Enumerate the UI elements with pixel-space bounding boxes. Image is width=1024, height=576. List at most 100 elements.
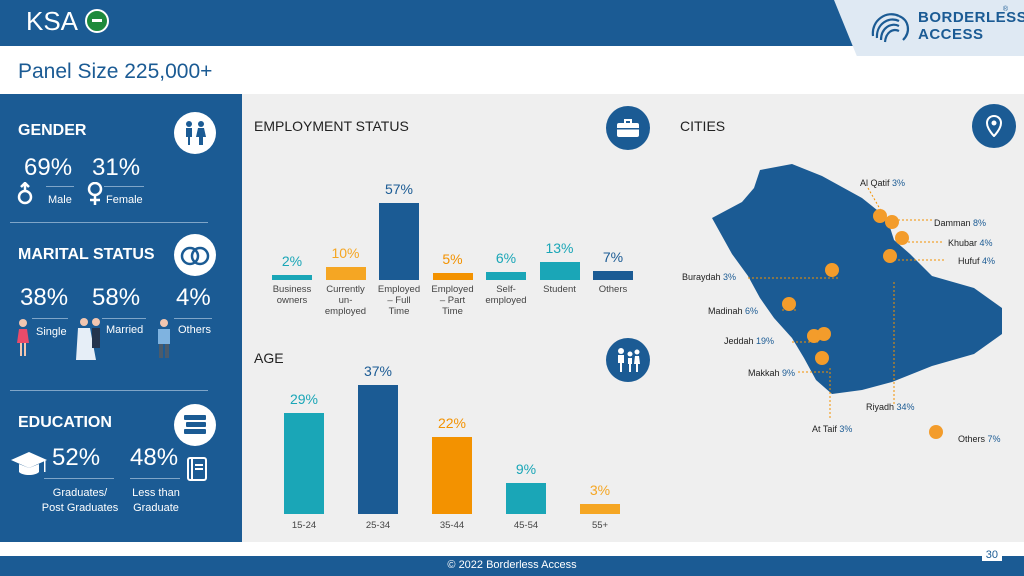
age-bar-value: 9% — [515, 460, 537, 477]
footer-bar: © 2022 Borderless Access — [0, 556, 1024, 576]
employment-category-label: Self-employed — [485, 284, 527, 306]
graduates-percent: 52% — [52, 444, 101, 471]
city-marker — [782, 297, 796, 311]
logo-text: BORDERLESS ACCESS — [918, 9, 1024, 43]
man-icon — [158, 319, 170, 358]
single-percent: 38% — [20, 284, 69, 311]
family-icon — [606, 338, 650, 382]
city-label: Makkah 9% — [748, 368, 796, 378]
less-than-graduate-percent: 48% — [130, 444, 179, 471]
city-label: Riyadh 34% — [866, 402, 915, 412]
age-category-label: 25-34 — [365, 520, 391, 531]
people-icon — [174, 112, 216, 154]
city-marker — [883, 249, 897, 263]
employment-category-label: Student — [543, 284, 576, 295]
married-label: Married — [106, 324, 144, 336]
employment-bar — [325, 266, 366, 280]
book-icon — [187, 457, 207, 481]
employment-bar — [486, 271, 526, 280]
female-percent: 31% — [92, 154, 141, 181]
married-percent: 58% — [92, 284, 141, 311]
age-bar — [358, 384, 398, 514]
single-label: Single — [36, 326, 67, 338]
age-category-label: 35-44 — [439, 520, 465, 531]
city-label: Al Qatif 3% — [860, 178, 906, 188]
employment-bar — [379, 203, 419, 280]
age-bar — [432, 437, 472, 514]
city-label: Damman 8% — [934, 218, 987, 228]
education-title: EDUCATION — [18, 414, 112, 431]
graduates-label: Graduates/Post Graduates — [41, 487, 119, 514]
city-marker — [885, 215, 899, 229]
age-bar-value: 3% — [589, 481, 611, 498]
rings-icon — [174, 234, 216, 276]
city-label: Buraydah 3% — [682, 272, 737, 282]
age-bar — [284, 412, 324, 514]
copyright-text: © 2022 Borderless Access — [447, 559, 577, 571]
employment-category-label: Business owners — [272, 284, 312, 306]
location-pin-icon — [972, 104, 1016, 148]
employment-bar — [432, 273, 473, 280]
female-label: Female — [106, 194, 143, 206]
charts-area: EMPLOYMENT STATUS 2% Business owners 10% Cur… — [242, 94, 1024, 542]
employment-category-label: Employed – Full Time — [377, 284, 421, 317]
city-label: Jeddah 19% — [724, 336, 775, 346]
employment-bar-value: 2% — [281, 253, 303, 269]
female-symbol-icon — [87, 182, 103, 205]
city-label: Others 7% — [958, 434, 1001, 444]
less-than-graduate-label: Less than Graduate — [132, 487, 180, 514]
employment-bar-value: 6% — [495, 249, 517, 266]
employment-bar — [539, 262, 580, 280]
male-symbol-icon — [17, 182, 33, 205]
employment-category-label: Employed – Part Time — [431, 284, 474, 317]
employment-bar-value: 5% — [442, 251, 463, 268]
marital-status-title: MARITAL STATUS — [18, 246, 155, 263]
employment-category-label: Currently un-employed — [324, 284, 367, 317]
city-marker — [929, 425, 943, 439]
employment-bar — [593, 270, 633, 280]
male-label: Male — [48, 194, 72, 206]
city-label: Hufuf 4% — [958, 256, 996, 266]
age-bar-value: 22% — [437, 415, 467, 431]
employment-bar-value: 7% — [602, 248, 624, 265]
demographics-panel: GENDER 69% 31% Male Female MARITAL STATU… — [0, 94, 242, 542]
employment-status-title: EMPLOYMENT STATUS — [254, 118, 409, 134]
city-label: Madinah 6% — [708, 306, 759, 316]
saudi-flag-icon — [85, 9, 109, 33]
age-category-label: 45-54 — [513, 520, 539, 531]
woman-icon — [17, 319, 29, 356]
briefcase-icon — [606, 106, 650, 150]
employment-bar-value: 13% — [545, 240, 574, 257]
divider — [10, 222, 208, 223]
age-bar — [580, 503, 620, 514]
city-label: Khubar 4% — [948, 238, 993, 248]
page-number: 30 — [981, 549, 1002, 561]
age-title: AGE — [254, 350, 284, 366]
age-bar — [506, 482, 546, 514]
employment-bar-value: 57% — [384, 181, 414, 198]
divider — [10, 390, 208, 391]
employment-bar-value: 10% — [331, 244, 360, 261]
age-bar-value: 37% — [363, 362, 393, 379]
age-category-label: 55+ — [591, 520, 609, 531]
city-marker — [873, 209, 887, 223]
brand-logo: BORDERLESS ACCESS ® — [834, 0, 1024, 56]
city-marker — [825, 263, 839, 277]
saudi-arabia-map — [712, 164, 1002, 418]
country-title: KSA — [26, 6, 79, 36]
city-marker — [817, 327, 831, 341]
others-percent: 4% — [176, 284, 211, 311]
cities-title: CITIES — [680, 118, 726, 134]
employment-category-label: Others — [598, 284, 628, 295]
books-icon — [174, 404, 216, 446]
panel-size-title: Panel Size 225,000+ — [18, 60, 213, 83]
city-marker — [895, 231, 909, 245]
employment-bar — [272, 275, 312, 280]
gender-title: GENDER — [18, 122, 87, 139]
graduation-cap-icon — [11, 452, 47, 475]
age-bar-value: 29% — [289, 390, 319, 407]
male-percent: 69% — [24, 154, 73, 181]
married-couple-icon — [76, 318, 100, 360]
logo-swirl-icon — [871, 13, 909, 43]
registered-mark: ® — [1002, 6, 1008, 13]
